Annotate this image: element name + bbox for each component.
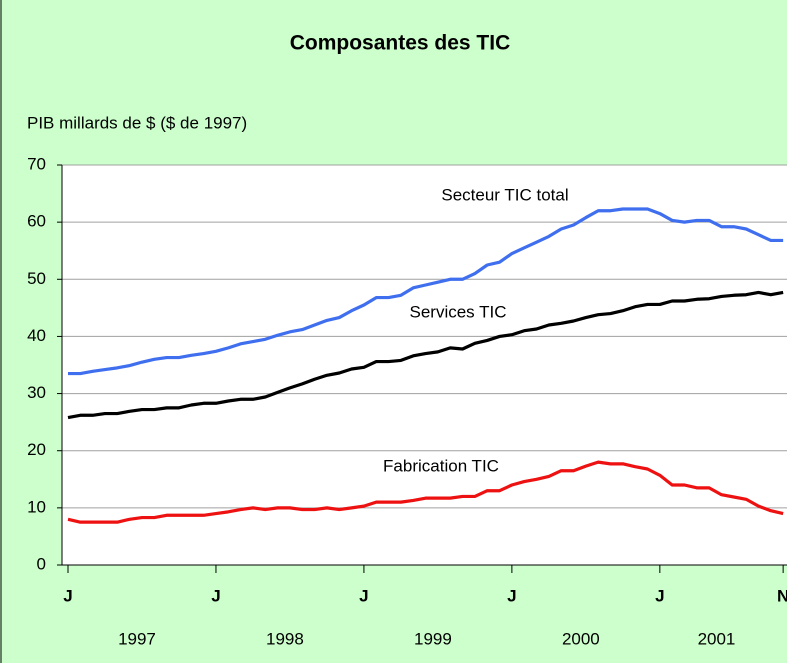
y-tick-label: 40 [27, 326, 46, 345]
line-series [67, 460, 784, 524]
x-tick-label: J [507, 586, 516, 605]
plot-area [62, 165, 787, 565]
line-series [67, 290, 784, 420]
y-tick-label: 30 [27, 383, 46, 402]
y-tick-label: 0 [37, 554, 46, 573]
year-label: 1997 [118, 629, 156, 648]
x-tick-label: J [211, 586, 220, 605]
x-tick-label: J [359, 586, 368, 605]
y-tick-label: 70 [27, 154, 46, 173]
series-label: Fabrication TIC [383, 456, 499, 475]
x-tick-label: N [777, 586, 787, 605]
x-tick-label: J [63, 586, 72, 605]
year-label: 2001 [698, 629, 736, 648]
series-label: Secteur TIC total [441, 185, 568, 204]
chart-title: Composantes des TIC [290, 32, 511, 55]
series-label: Services TIC [410, 302, 507, 321]
y-tick-label: 60 [27, 212, 46, 231]
line-series [68, 207, 784, 376]
year-label: 1999 [414, 629, 452, 648]
x-tick-label: J [655, 586, 664, 605]
year-label: 2000 [562, 629, 600, 648]
y-tick-label: 10 [27, 497, 46, 516]
y-tick-label: 20 [27, 440, 46, 459]
y-axis-label: PIB millards de $ ($ de 1997) [27, 113, 247, 132]
y-tick-label: 50 [27, 269, 46, 288]
year-label: 1998 [266, 629, 304, 648]
